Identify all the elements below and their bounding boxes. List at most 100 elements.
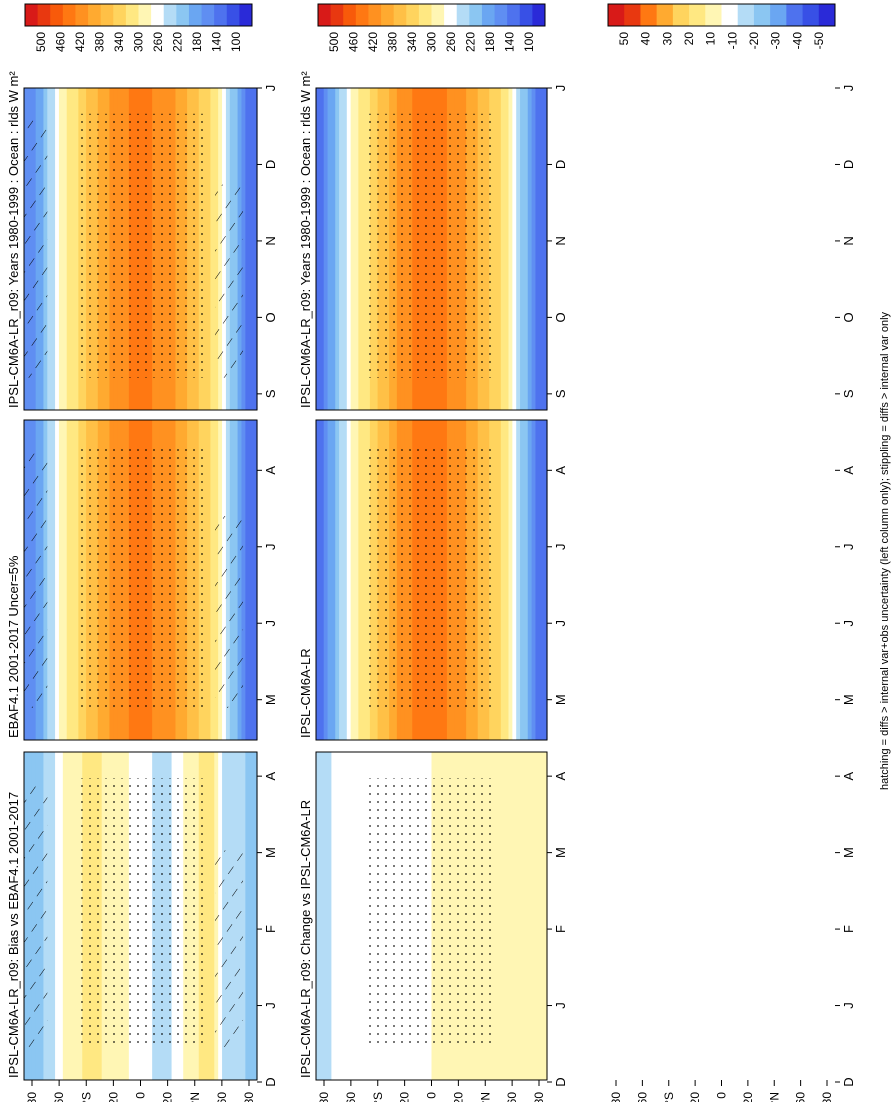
colorbar-label: 300	[132, 32, 146, 52]
colorbar-swatch	[330, 4, 344, 26]
colorbar-swatch	[494, 4, 508, 26]
colorbar-label: -30	[769, 32, 783, 50]
data-band	[493, 420, 498, 740]
lat-tick-label: 60	[344, 1092, 358, 1102]
data-band	[335, 752, 340, 1080]
panel-frame	[23, 419, 258, 741]
month-tick-label: F	[841, 925, 856, 933]
colorbar-label: 420	[366, 32, 380, 52]
data-band	[539, 752, 544, 1080]
data-band	[249, 420, 254, 740]
panel-title: IPSL-CM6A-LR_r09: Bias vs EBAF4.1 2001-2…	[6, 792, 21, 1078]
data-band	[543, 420, 548, 740]
month-tick-label: J	[553, 1002, 568, 1009]
colorbar-swatch	[343, 4, 357, 26]
colorbar-label: 220	[171, 32, 185, 52]
data-band	[500, 420, 506, 740]
data-band	[47, 88, 52, 410]
colorbar-label: 100	[522, 32, 536, 52]
month-tick-label: A	[263, 771, 278, 780]
colorbar-label: 380	[386, 32, 400, 52]
lat-tick-label: 0	[134, 1092, 148, 1099]
colorbar-swatch	[689, 4, 706, 26]
lat-tick-label: 80	[532, 1092, 546, 1102]
colorbar-swatch	[37, 4, 51, 26]
colorbar-swatch	[406, 4, 420, 26]
data-band	[62, 420, 68, 740]
data-band	[535, 420, 540, 740]
data-band	[58, 88, 64, 410]
data-band	[531, 88, 537, 410]
colorbar-frame	[607, 3, 836, 27]
map-panel: IPSL-CM6A-LR	[298, 419, 548, 741]
month-tick-label: J	[553, 544, 568, 551]
lat-tick-label: °S	[371, 1092, 385, 1102]
colorbar-swatch	[138, 4, 152, 26]
data-band	[516, 88, 521, 410]
data-band	[350, 752, 356, 1080]
month-tick-label: M	[553, 847, 568, 858]
colorbar-swatch	[519, 4, 533, 26]
data-band	[354, 88, 359, 410]
data-band	[504, 420, 510, 740]
data-band	[319, 88, 325, 410]
month-tick-label: J	[841, 1002, 856, 1009]
month-tick-label: J	[263, 85, 278, 92]
data-band	[508, 420, 513, 740]
hatching	[215, 184, 244, 378]
data-band	[535, 88, 540, 410]
data-band	[523, 88, 529, 410]
month-tick-label: J	[841, 85, 856, 92]
data-band	[206, 88, 211, 410]
map-panel: EBAF4.1 2001-2017 Uncer=5%	[6, 419, 258, 741]
lat-tick-label: °S	[662, 1092, 676, 1102]
colorbar-swatch	[214, 4, 228, 26]
panel-frame	[315, 419, 548, 741]
data-band	[339, 752, 344, 1080]
stippling	[75, 778, 204, 1048]
data-band	[253, 752, 258, 1080]
data-band	[331, 420, 336, 740]
data-band	[342, 752, 348, 1080]
data-band	[70, 752, 76, 1080]
colorbar-swatch	[737, 4, 755, 26]
hatching	[215, 516, 244, 708]
colorbar-frame	[24, 3, 253, 27]
data-band	[202, 88, 208, 410]
lat-tick-label: 20	[688, 1092, 702, 1102]
data-band	[66, 752, 72, 1080]
data-band	[516, 420, 521, 740]
data-band	[342, 420, 348, 740]
month-tick-label: O	[553, 312, 568, 322]
colorbar-swatch	[226, 4, 240, 26]
lat-tick-label: 80	[242, 1092, 256, 1102]
data-band	[362, 752, 367, 1080]
colorbar-swatch	[705, 4, 722, 26]
colorbar-frame	[317, 3, 546, 27]
data-band	[342, 88, 348, 410]
colorbar-label: 50	[617, 32, 631, 46]
lat-tick-label: °N	[767, 1092, 781, 1102]
colorbar-label: 500	[327, 32, 341, 52]
colorbar-swatch	[456, 4, 470, 26]
colorbar-swatch	[753, 4, 771, 26]
data-band	[346, 88, 352, 410]
data-band	[316, 88, 321, 410]
colorbar-label: 140	[503, 32, 517, 52]
month-tick-label: F	[553, 925, 568, 933]
colorbar-label: 500	[34, 32, 48, 52]
month-tick-label: N	[841, 236, 856, 245]
data-band	[512, 420, 517, 740]
panel-title: IPSL-CM6A-LR_r09: Change vs IPSL-CM6A-LR	[298, 800, 313, 1078]
data-band	[350, 420, 356, 740]
data-band	[327, 752, 332, 1080]
lat-tick-label: 60	[505, 1092, 519, 1102]
stippling	[366, 445, 494, 708]
colorbar-swatch	[50, 4, 64, 26]
data-band	[358, 88, 363, 410]
lat-tick-label: 0	[715, 1092, 729, 1099]
colorbar-label: 180	[190, 32, 204, 52]
colorbar-swatch	[444, 4, 458, 26]
colorbar-label: -10	[725, 32, 739, 50]
data-band	[543, 88, 548, 410]
